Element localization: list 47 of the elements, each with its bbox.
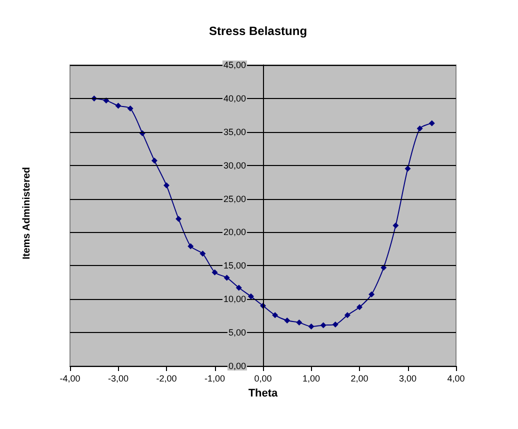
point [308,324,314,330]
y-tick-label: 10,00 [223,294,246,304]
point [296,320,302,326]
point [115,102,122,109]
y-tick-label: 5,00 [228,328,246,338]
point [380,264,387,271]
x-tick-label: 2,00 [350,374,368,384]
point [200,250,206,257]
x-axis-title: Theta [248,388,279,400]
point [356,304,362,310]
point [248,293,254,300]
point [164,182,170,188]
y-tick-label: 20,00 [223,227,246,238]
point [392,222,399,229]
point [127,105,134,112]
x-tick-label: 4,00 [447,374,465,384]
point [344,312,350,318]
x-tick-label: -3,00 [108,374,129,384]
y-tick-label: 30,00 [223,160,246,170]
y-tick-label: 25,00 [223,194,246,204]
y-axis-title: Items Administered [22,166,32,260]
point [212,269,218,276]
x-tick-label: -4,00 [60,374,80,384]
y-tick-label: 35,00 [223,126,246,137]
y-tick-label: 45,00 [223,60,246,70]
point [368,291,375,298]
point [236,284,242,291]
point [404,166,411,172]
x-tick-label: 1,00 [302,374,320,384]
y-tick-label: 15,00 [223,260,246,271]
point [416,126,423,132]
point [151,158,158,164]
point [320,322,326,328]
y-tick-label: 0,00 [228,361,246,371]
x-tick-label: -2,00 [156,374,177,384]
point [332,322,338,328]
x-tick-label: 0,00 [254,374,272,384]
x-tick-label: 3,00 [398,374,417,384]
point [176,216,182,222]
point [224,274,230,281]
y-tick-label: 40,00 [223,93,246,104]
point [272,312,278,318]
point [188,243,194,250]
point [284,318,290,324]
chart-title: Stress Belastung [208,24,308,38]
point [428,120,435,126]
x-tick-label: -1,00 [204,374,226,384]
